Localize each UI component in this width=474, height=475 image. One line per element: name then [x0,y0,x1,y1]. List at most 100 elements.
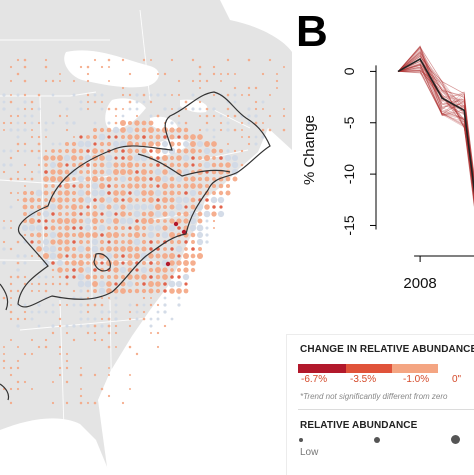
abundance-cell [127,120,133,126]
abundance-cell [198,72,202,76]
abundance-cell [64,246,70,252]
abundance-cell [91,238,99,246]
abundance-cell [183,288,189,294]
abundance-cell [9,100,13,104]
abundance-cell [93,331,97,335]
abundance-cell [141,190,147,196]
abundance-cell [65,331,69,335]
change-tick-2: -3.5% [350,374,377,385]
abundance-cell [79,373,83,377]
abundance-cell [42,252,50,260]
abundance-cell [23,261,27,265]
abundance-cell [16,135,20,139]
abundance-cell [57,162,63,168]
abundance-cell [128,100,132,104]
abundance-cell [121,254,125,258]
abundance-cell [99,239,105,245]
abundance-cell [135,352,139,356]
abundance-cell [212,219,216,223]
abundance-cell [156,72,160,76]
abundance-cell [176,267,182,273]
abundance-cell [212,226,216,230]
abundance-cell [149,331,153,335]
abundance-cell [50,239,56,245]
abundance-cell [119,175,127,183]
abundance-cell [42,238,50,246]
abundance-cell [9,317,13,321]
abundance-cell [72,135,76,139]
abundance-cell [232,176,238,182]
abundance-cell [59,290,61,292]
abundance-cell [196,140,204,148]
abundance-cell [247,121,251,125]
abundance-cell [218,190,224,196]
abundance-cell [28,224,36,232]
abundance-cell [120,162,126,168]
abundance-cell [198,247,202,251]
abundance-cell [182,273,190,281]
abundance-cell [107,79,111,83]
range-map [0,0,292,474]
abundance-cell [128,72,132,76]
abundance-cell [135,219,139,223]
atlantic-ocean [98,128,292,474]
abundance-cell [9,191,13,195]
abundance-cell [148,120,154,126]
abundance-cell [114,303,118,307]
abundance-cell [37,135,41,139]
abundance-dot-low [299,438,303,442]
abundance-cell [170,268,174,272]
ensemble-line [397,46,474,179]
abundance-cell [23,121,27,125]
abundance-cell [141,239,147,245]
abundance-cell [78,253,84,259]
abundance-cell [184,191,188,195]
abundance-cell [44,226,48,230]
abundance-cell [51,184,55,188]
y-tick-label: 0 [341,67,357,75]
abundance-cell [121,58,125,62]
abundance-cell [42,245,50,253]
abundance-cell [58,142,62,146]
legend-divider [298,409,474,410]
abundance-cell [106,246,112,252]
abundance-cell [58,114,62,118]
ensemble-line [397,54,474,183]
abundance-cell [9,401,13,405]
abundance-cell [79,226,83,230]
ensemble-line [397,55,474,207]
abundance-cell [92,148,98,154]
abundance-cell [156,184,160,188]
abundance-cell [77,189,85,197]
abundance-cell [64,197,70,203]
abundance-cell [135,268,139,272]
abundance-cell [107,324,111,328]
abundance-cell [58,226,62,230]
abundance-cell [183,183,189,189]
abundance-cell [156,310,160,314]
abundance-cell [30,240,34,244]
abundance-cell [141,246,147,252]
abundance-cell [78,204,84,210]
abundance-cell [113,162,119,168]
ensemble-line [397,51,474,185]
abundance-cell [121,198,125,202]
abundance-cell [198,79,202,83]
chart-axes: 0 -5 -10 -15 2008 % Change [301,65,474,292]
abundance-cell [204,204,210,210]
abundance-cell [9,226,13,230]
abundance-cell [37,240,41,244]
abundance-cell [49,231,57,239]
abundance-cell [163,289,167,293]
abundance-cell [93,268,97,272]
abundance-cell [140,252,148,260]
abundance-cell [100,310,104,314]
abundance-cell [57,204,63,210]
abundance-cell [91,182,99,190]
abundance-cell [225,176,231,182]
abundance-cell [127,274,133,280]
abundance-cell [51,219,55,223]
abundance-cell [184,247,188,251]
abundance-cell [203,147,211,155]
abundance-cell [65,107,69,111]
